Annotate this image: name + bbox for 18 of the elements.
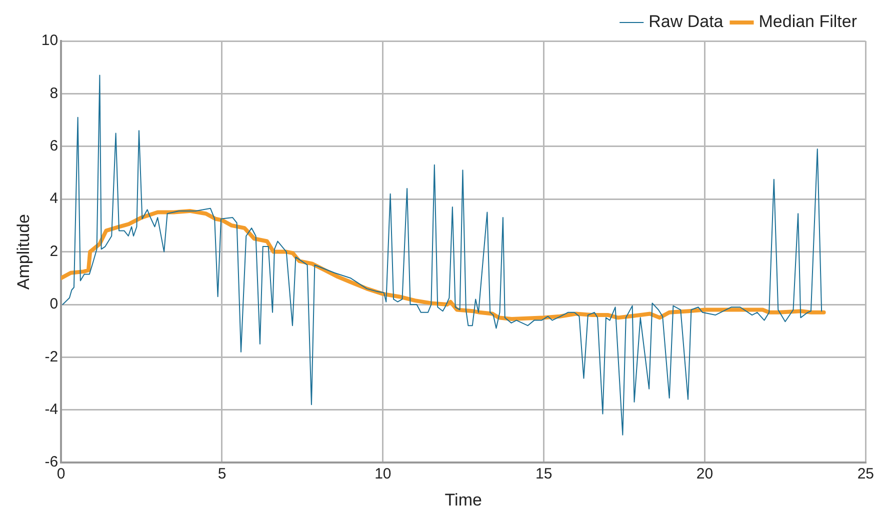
y-tick-label: 8 <box>50 84 58 102</box>
x-tick-label: 10 <box>374 466 392 483</box>
y-tick-label: 0 <box>50 296 58 313</box>
y-tick-label: 10 <box>41 32 58 50</box>
y-tick-label: 6 <box>50 138 58 155</box>
legend-label: Median Filter <box>758 12 858 32</box>
y-tick-label: 4 <box>50 190 58 208</box>
x-tick-label: 15 <box>535 466 552 483</box>
y-tick-label: -6 <box>44 454 58 471</box>
y-tick-label: 2 <box>50 242 58 260</box>
y-tick-label: -2 <box>44 348 58 366</box>
y-tick-label: -4 <box>44 401 58 418</box>
x-axis-title: Time <box>444 490 482 510</box>
x-tick-label: 5 <box>218 466 226 483</box>
x-tick-label: 25 <box>857 466 874 483</box>
y-axis-title: Amplitude <box>14 214 33 290</box>
x-tick-label: 20 <box>696 466 714 483</box>
legend-label: Raw Data <box>648 12 724 32</box>
